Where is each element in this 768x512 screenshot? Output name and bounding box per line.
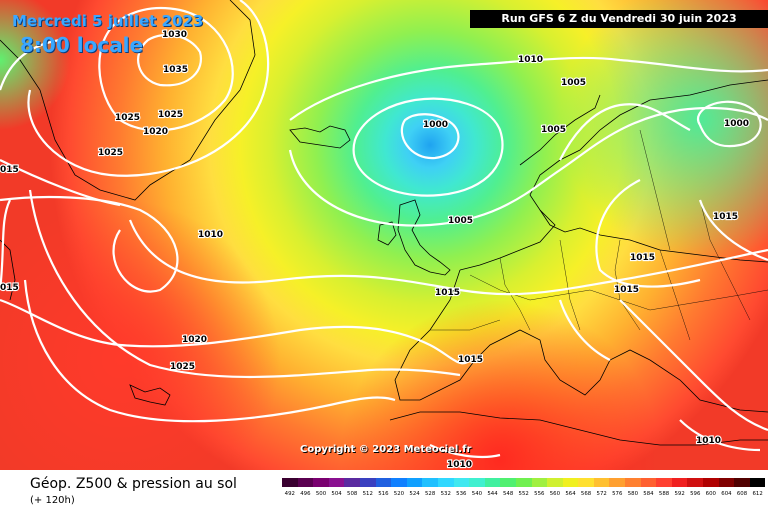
color-scale-labels: 492 496 500 504 508 512 516 520 524 528 532 536 540 5… (282, 491, 765, 497)
isobar-label: 1015 (458, 355, 483, 365)
legend-label: 584 (643, 491, 654, 497)
isobar-label: 1015 (614, 285, 639, 295)
legend-swatch (671, 478, 688, 487)
isobar-label: 1010 (198, 230, 223, 240)
legend-label: 508 (347, 491, 358, 497)
legend-label: 572 (596, 491, 607, 497)
legend-swatch (687, 478, 704, 487)
legend-label: 500 (315, 491, 327, 497)
legend-swatch (375, 478, 392, 487)
legend-swatch (593, 478, 610, 487)
legend-swatch (609, 478, 626, 487)
legend-label: 560 (549, 491, 561, 497)
legend-swatch (297, 478, 314, 487)
legend-swatch (313, 478, 329, 487)
isobar-label: 1005 (448, 216, 473, 226)
legend-swatch (422, 478, 438, 487)
legend-label: 536 (456, 491, 467, 497)
isobar-label: 1010 (518, 55, 543, 65)
legend-swatch (703, 478, 719, 487)
legend-label: 540 (471, 491, 483, 497)
legend-label: 580 (627, 491, 638, 497)
legend-label: 544 (487, 491, 498, 497)
forecast-date: Mercredi 5 juillet 2023 (12, 12, 204, 30)
legend-label: 524 (409, 491, 420, 497)
legend-label: 608 (736, 491, 748, 497)
legend-swatch (344, 478, 360, 487)
legend-swatch (406, 478, 423, 487)
isobars (0, 0, 768, 457)
isobar-label: 1010 (696, 436, 721, 446)
legend-label: 588 (658, 491, 670, 497)
legend-label: 528 (424, 491, 436, 497)
legend-swatch (359, 478, 376, 487)
isobar-label: 1005 (561, 78, 586, 88)
isobar-labels: 1030 1035 1025 1025 1020 1025 015 1010 1… (0, 29, 750, 470)
legend-label: 516 (378, 491, 389, 497)
legend-label: 600 (705, 491, 716, 497)
forecast-lead-time: (+ 120h) (30, 495, 75, 506)
legend-swatch (453, 478, 470, 487)
legend-label: 568 (580, 491, 592, 497)
legend-label: 504 (331, 491, 342, 497)
forecast-time: 8:00 locale (20, 33, 144, 57)
isobar-label: 1035 (163, 65, 188, 75)
legend-swatch (469, 478, 485, 487)
footer-bar (0, 470, 768, 512)
legend-swatch (391, 478, 407, 487)
isobar-label: 1015 (435, 288, 460, 298)
copyright-notice: Copyright © 2023 Meteociel.fr (300, 444, 472, 455)
legend-swatch (749, 478, 766, 487)
legend-label: 496 (300, 491, 311, 497)
legend-swatch (484, 478, 501, 487)
color-scale-legend (282, 478, 766, 487)
legend-label: 552 (518, 491, 529, 497)
isobar-label: 1025 (115, 113, 140, 123)
legend-label: 604 (721, 491, 732, 497)
legend-label: 512 (362, 491, 373, 497)
legend-label: 576 (612, 491, 623, 497)
isobar-label: 1000 (423, 120, 448, 130)
isobar-label: 015 (0, 165, 19, 175)
isobar-label: 1030 (162, 30, 187, 40)
isobar-label: 015 (0, 283, 19, 293)
legend-label: 520 (393, 491, 405, 497)
legend-swatch (656, 478, 672, 487)
legend-swatch (640, 478, 657, 487)
legend-swatch (625, 478, 641, 487)
model-run-banner: Run GFS 6 Z du Vendredi 30 juin 2023 (470, 10, 768, 28)
legend-label: 596 (690, 491, 701, 497)
legend-label: 592 (674, 491, 685, 497)
legend-swatch (547, 478, 563, 487)
legend-label: 548 (502, 491, 514, 497)
legend-label: 532 (440, 491, 451, 497)
isobar-label: 1025 (158, 110, 183, 120)
geopotential-map: 1030 1035 1025 1025 1020 1025 015 1010 1… (0, 0, 768, 470)
isobar-label: 1010 (447, 460, 472, 470)
isobar-label: 1005 (541, 125, 566, 135)
isobar-label: 1015 (713, 212, 738, 222)
legend-label: 492 (284, 491, 295, 497)
isobar-label: 1020 (143, 127, 168, 137)
legend-swatch (282, 478, 298, 487)
coastlines (0, 0, 768, 446)
isobar-label: 1025 (170, 362, 195, 372)
map-title: Géop. Z500 & pression au sol (30, 476, 237, 492)
legend-swatch (328, 478, 345, 487)
legend-swatch (562, 478, 579, 487)
legend-label: 612 (752, 491, 763, 497)
legend-swatch (437, 478, 454, 487)
legend-swatch (515, 478, 532, 487)
isobar-label: 1015 (630, 253, 655, 263)
isobar-label: 1025 (98, 148, 123, 158)
legend-swatch (734, 478, 750, 487)
legend-label: 556 (534, 491, 545, 497)
legend-swatch (500, 478, 516, 487)
legend-swatch (531, 478, 548, 487)
legend-swatch (718, 478, 735, 487)
legend-swatch (578, 478, 594, 487)
isobar-label: 1000 (724, 119, 749, 129)
isobar-label: 1020 (182, 335, 207, 345)
legend-label: 564 (565, 491, 576, 497)
